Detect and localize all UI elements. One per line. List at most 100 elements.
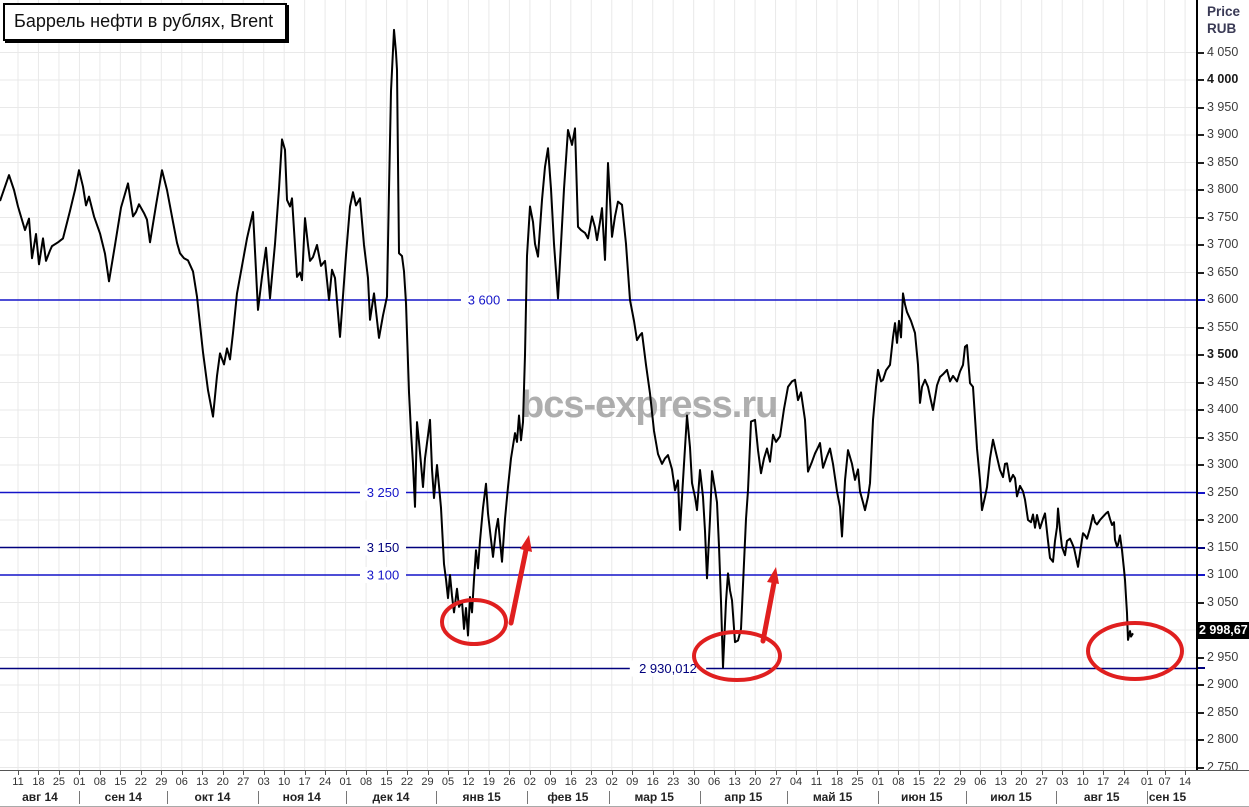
level-label-bg [360,484,406,501]
month-separator [787,791,789,804]
up-arrow-shaft [508,547,529,626]
price-tick-label: 3 650 [1207,264,1239,279]
date-tick [550,771,552,775]
month-label: апр 15 [724,790,763,804]
date-tick-label: 02 [523,776,536,788]
date-tick-label: 09 [544,776,557,788]
price-tick-label: 3 500 [1207,347,1239,361]
date-tick-label: 06 [708,776,721,788]
date-tick-label: 29 [155,776,168,788]
date-tick-label: 13 [994,776,1007,788]
month-separator [877,791,879,804]
level-axis-tick [1198,491,1205,494]
month-label: фев 15 [547,790,589,804]
month-label: июн 15 [901,790,943,804]
price-tick-label: 3 450 [1207,374,1239,389]
date-tick [202,771,204,775]
price-tick-label: 4 050 [1207,44,1239,59]
up-arrow-shaft [760,580,777,644]
month-separator [167,791,169,804]
price-tick-label: 3 250 [1207,484,1239,499]
date-tick-label: 29 [953,776,966,788]
date-tick-label: 27 [1035,776,1048,788]
price-tick [1198,326,1204,329]
date-tick [120,771,122,775]
date-tick-label: 10 [1076,776,1089,788]
highlight-ellipse [692,630,782,682]
date-tick [366,771,368,775]
date-tick-label: 16 [646,776,659,788]
date-tick-label: 11 [810,776,823,788]
date-tick [673,771,675,775]
price-tick-label: 3 350 [1207,429,1239,444]
date-tick [714,771,716,775]
level-axis-tick [1198,574,1205,576]
level-label-bg [461,292,507,308]
date-tick [1103,771,1105,775]
date-tick-label: 23 [667,776,680,788]
date-tick [427,771,429,775]
month-label: окт 14 [194,790,231,804]
level-label: 3 600 [468,293,501,308]
level-label-bg [360,539,406,556]
price-tick [1198,106,1204,109]
price-tick-label: 4 000 [1207,72,1239,86]
date-tick-label: 01 [871,776,885,788]
price-tick-label: 3 950 [1207,99,1239,114]
price-tick-label: 3 850 [1207,154,1239,169]
date-tick [837,771,838,775]
date-tick-label: 27 [769,776,782,788]
date-tick [1147,771,1149,775]
date-tick [980,771,982,775]
highlight-ellipse [1086,621,1184,681]
price-tick [1198,684,1204,686]
date-tick [181,771,183,775]
date-tick-label: 15 [114,776,127,788]
price-tick-label: 2 850 [1207,704,1239,719]
price-tick [1198,216,1204,219]
date-tick [18,771,19,775]
date-tick-label: 20 [1015,776,1028,788]
date-tick-label: 06 [974,776,987,788]
date-tick [611,771,613,775]
price-tick-label: 3 150 [1207,539,1239,554]
date-tick [652,771,654,775]
price-tick [1198,436,1204,439]
price-line-series [0,28,1134,669]
month-label: янв 15 [462,790,501,804]
up-arrow-head [767,567,779,584]
red-annotations [440,535,1184,682]
price-tick [1198,354,1204,356]
date-tick-label: 06 [175,776,188,788]
level-axis-tick [1198,546,1205,549]
level-label: 3 150 [367,540,400,555]
support-resistance-lines: 3 600 3 250 3 150 3 100 2 930,012 [0,292,1196,677]
date-tick [959,771,961,775]
month-label: авг 15 [1083,790,1120,804]
month-separator [608,791,610,804]
up-arrow-head [520,535,532,552]
month-label: май 15 [812,790,853,804]
date-tick [345,771,347,775]
date-tick [796,771,798,775]
level-label: 2 930,012 [639,661,697,676]
date-tick [99,771,101,775]
date-axis-panel: 11 18 25 01 08 15 22 29 06 13 20 27 03 10 17 24 01 08 15 22… [0,770,1249,807]
price-tick-label: 3 700 [1207,237,1239,251]
date-tick-label: 24 [1117,776,1130,788]
price-tick-label: 3 300 [1207,457,1239,471]
level-label: 3 250 [367,485,400,500]
price-tick [1198,79,1204,81]
date-tick [488,771,490,775]
date-tick-label: 11 [12,776,24,788]
date-tick-label: 25 [851,776,864,788]
level-axis-tick [1198,299,1205,301]
month-label: сен 15 [1148,790,1187,804]
level-axis-tick [1198,667,1205,670]
date-tick-label: 07 [1158,776,1171,788]
price-polyline [0,28,1134,669]
date-tick-label: 22 [134,776,147,788]
price-tick [1198,134,1204,136]
month-separator [526,791,528,804]
price-tick-label: 2 800 [1207,732,1239,746]
